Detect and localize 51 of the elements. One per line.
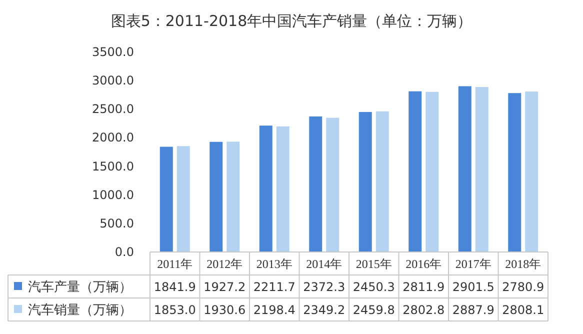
bar	[226, 142, 240, 252]
bar	[210, 142, 223, 252]
bar	[259, 126, 272, 252]
data-label: 2780.9	[502, 280, 544, 294]
bar	[508, 93, 522, 252]
data-label: 2887.9	[452, 303, 494, 317]
data-label: 2198.4	[253, 303, 296, 317]
bar	[458, 86, 472, 252]
bar	[326, 118, 340, 252]
data-label: 2211.7	[253, 280, 296, 294]
legend-label: 汽车产量（万辆）	[28, 280, 132, 295]
data-label: 2450.3	[352, 280, 395, 294]
y-tick-label: 0.0	[114, 245, 134, 259]
data-label: 2349.2	[303, 303, 346, 317]
data-label: 2901.5	[452, 280, 494, 294]
y-tick-label: 1500.0	[92, 159, 134, 174]
bar	[475, 86, 488, 252]
data-label: 2459.8	[352, 303, 395, 317]
y-tick-label: 500.0	[100, 216, 134, 230]
data-label: 2808.1	[502, 303, 544, 317]
data-label: 1853.0	[154, 303, 196, 317]
x-tick-label: 2014年	[306, 257, 342, 271]
y-tick-label: 3500.0	[92, 45, 134, 59]
bar	[160, 146, 173, 252]
x-tick-label: 2017年	[455, 257, 492, 271]
data-label: 2802.8	[402, 303, 445, 317]
bar	[309, 116, 322, 252]
bar	[176, 146, 190, 252]
data-label: 2372.3	[303, 280, 346, 294]
data-label: 1930.6	[204, 303, 246, 317]
x-tick-label: 2015年	[356, 257, 392, 271]
chart-title: 图表5：2011-2018年中国汽车产销量（单位：万辆）	[110, 12, 472, 30]
y-tick-label: 1000.0	[92, 188, 134, 202]
y-tick-label: 2500.0	[92, 102, 134, 116]
x-tick-label: 2013年	[256, 257, 292, 271]
data-label: 1841.9	[154, 280, 196, 294]
bar	[276, 126, 290, 252]
bar	[525, 92, 538, 252]
bar	[376, 111, 389, 252]
y-tick-label: 3000.0	[92, 74, 134, 88]
data-label: 1927.2	[204, 280, 246, 294]
legend-label: 汽车销量（万辆）	[28, 303, 132, 318]
data-label: 2811.9	[402, 280, 445, 294]
x-tick-label: 2016年	[406, 257, 442, 271]
bar	[358, 112, 372, 252]
x-tick-label: 2012年	[206, 257, 243, 271]
y-tick-label: 2000.0	[92, 130, 134, 145]
bar	[426, 92, 439, 252]
x-tick-label: 2018年	[505, 257, 542, 271]
bar	[408, 91, 422, 252]
x-tick-label: 2011年	[157, 257, 193, 271]
